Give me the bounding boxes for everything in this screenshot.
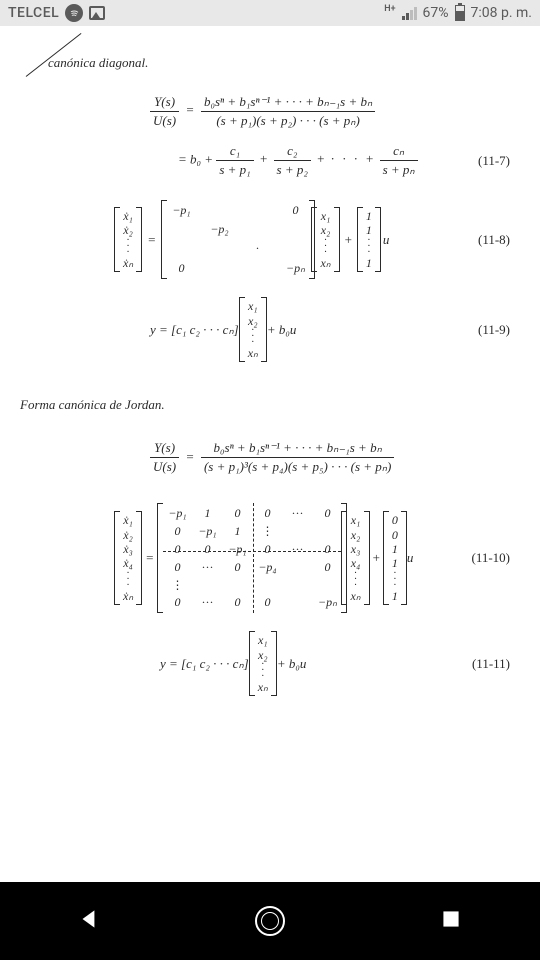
section-diagonal-title: canónica diagonal.: [48, 54, 510, 72]
equation-jordan-tf: Y(s)U(s) = b₀sⁿ + b₁sⁿ⁻¹ + · · · + bₙ₋₁s…: [150, 440, 510, 475]
status-right: H+ 67% 7:08 p. m.: [384, 5, 532, 21]
status-left: TELCEL: [8, 4, 105, 22]
equation-number: (11-9): [478, 322, 510, 338]
equation-11-10: ẋ₁ẋ₂ẋ₃ẋ₄···ẋₙ = −p₁100···0 0−p₁1⋮ 00−p₁0…: [120, 503, 510, 613]
image-icon: [89, 6, 105, 20]
signal-icon: [402, 6, 417, 20]
home-button[interactable]: [255, 906, 285, 936]
battery-percent: 67%: [423, 5, 449, 21]
status-bar: TELCEL H+ 67% 7:08 p. m.: [0, 0, 540, 26]
equation-11-7: Y(s)U(s) = b₀sⁿ + b₁sⁿ⁻¹ + · · · + bₙ₋₁s…: [150, 94, 510, 129]
equation-11-9: y = [c₁ c₂ · · · cₙ] x₁x₂···xₙ + b₀u (11…: [150, 297, 510, 362]
clock-label: 7:08 p. m.: [471, 5, 532, 21]
equation-11-11: y = [c₁ c₂ · · · cₙ] x₁x₂···xₙ + b₀u (11…: [160, 631, 510, 696]
spotify-icon: [65, 4, 83, 22]
battery-icon: [455, 5, 465, 21]
equation-11-8: ẋ₁ẋ₂···ẋₙ = −p₁0 −p₂ · 0−pₙ x₁x₂···xₙ + …: [120, 200, 510, 279]
equation-number: (11-7): [478, 153, 510, 169]
recent-apps-button[interactable]: [438, 906, 464, 936]
page-content[interactable]: canónica diagonal. Y(s)U(s) = b₀sⁿ + b₁s…: [0, 26, 540, 882]
equation-number: (11-8): [478, 232, 510, 248]
carrier-label: TELCEL: [8, 5, 59, 21]
equation-number: (11-11): [472, 656, 510, 672]
back-button[interactable]: [76, 906, 102, 936]
network-type-label: H+: [384, 4, 395, 14]
navigation-bar: [0, 882, 540, 960]
section-jordan-title: Forma canónica de Jordan.: [20, 396, 510, 414]
equation-number: (11-10): [471, 550, 510, 566]
equation-11-7-expanded: = b₀ + c₁s + p₁ + c₂s + p₂ +· · ·+ cₙs +…: [178, 143, 510, 178]
